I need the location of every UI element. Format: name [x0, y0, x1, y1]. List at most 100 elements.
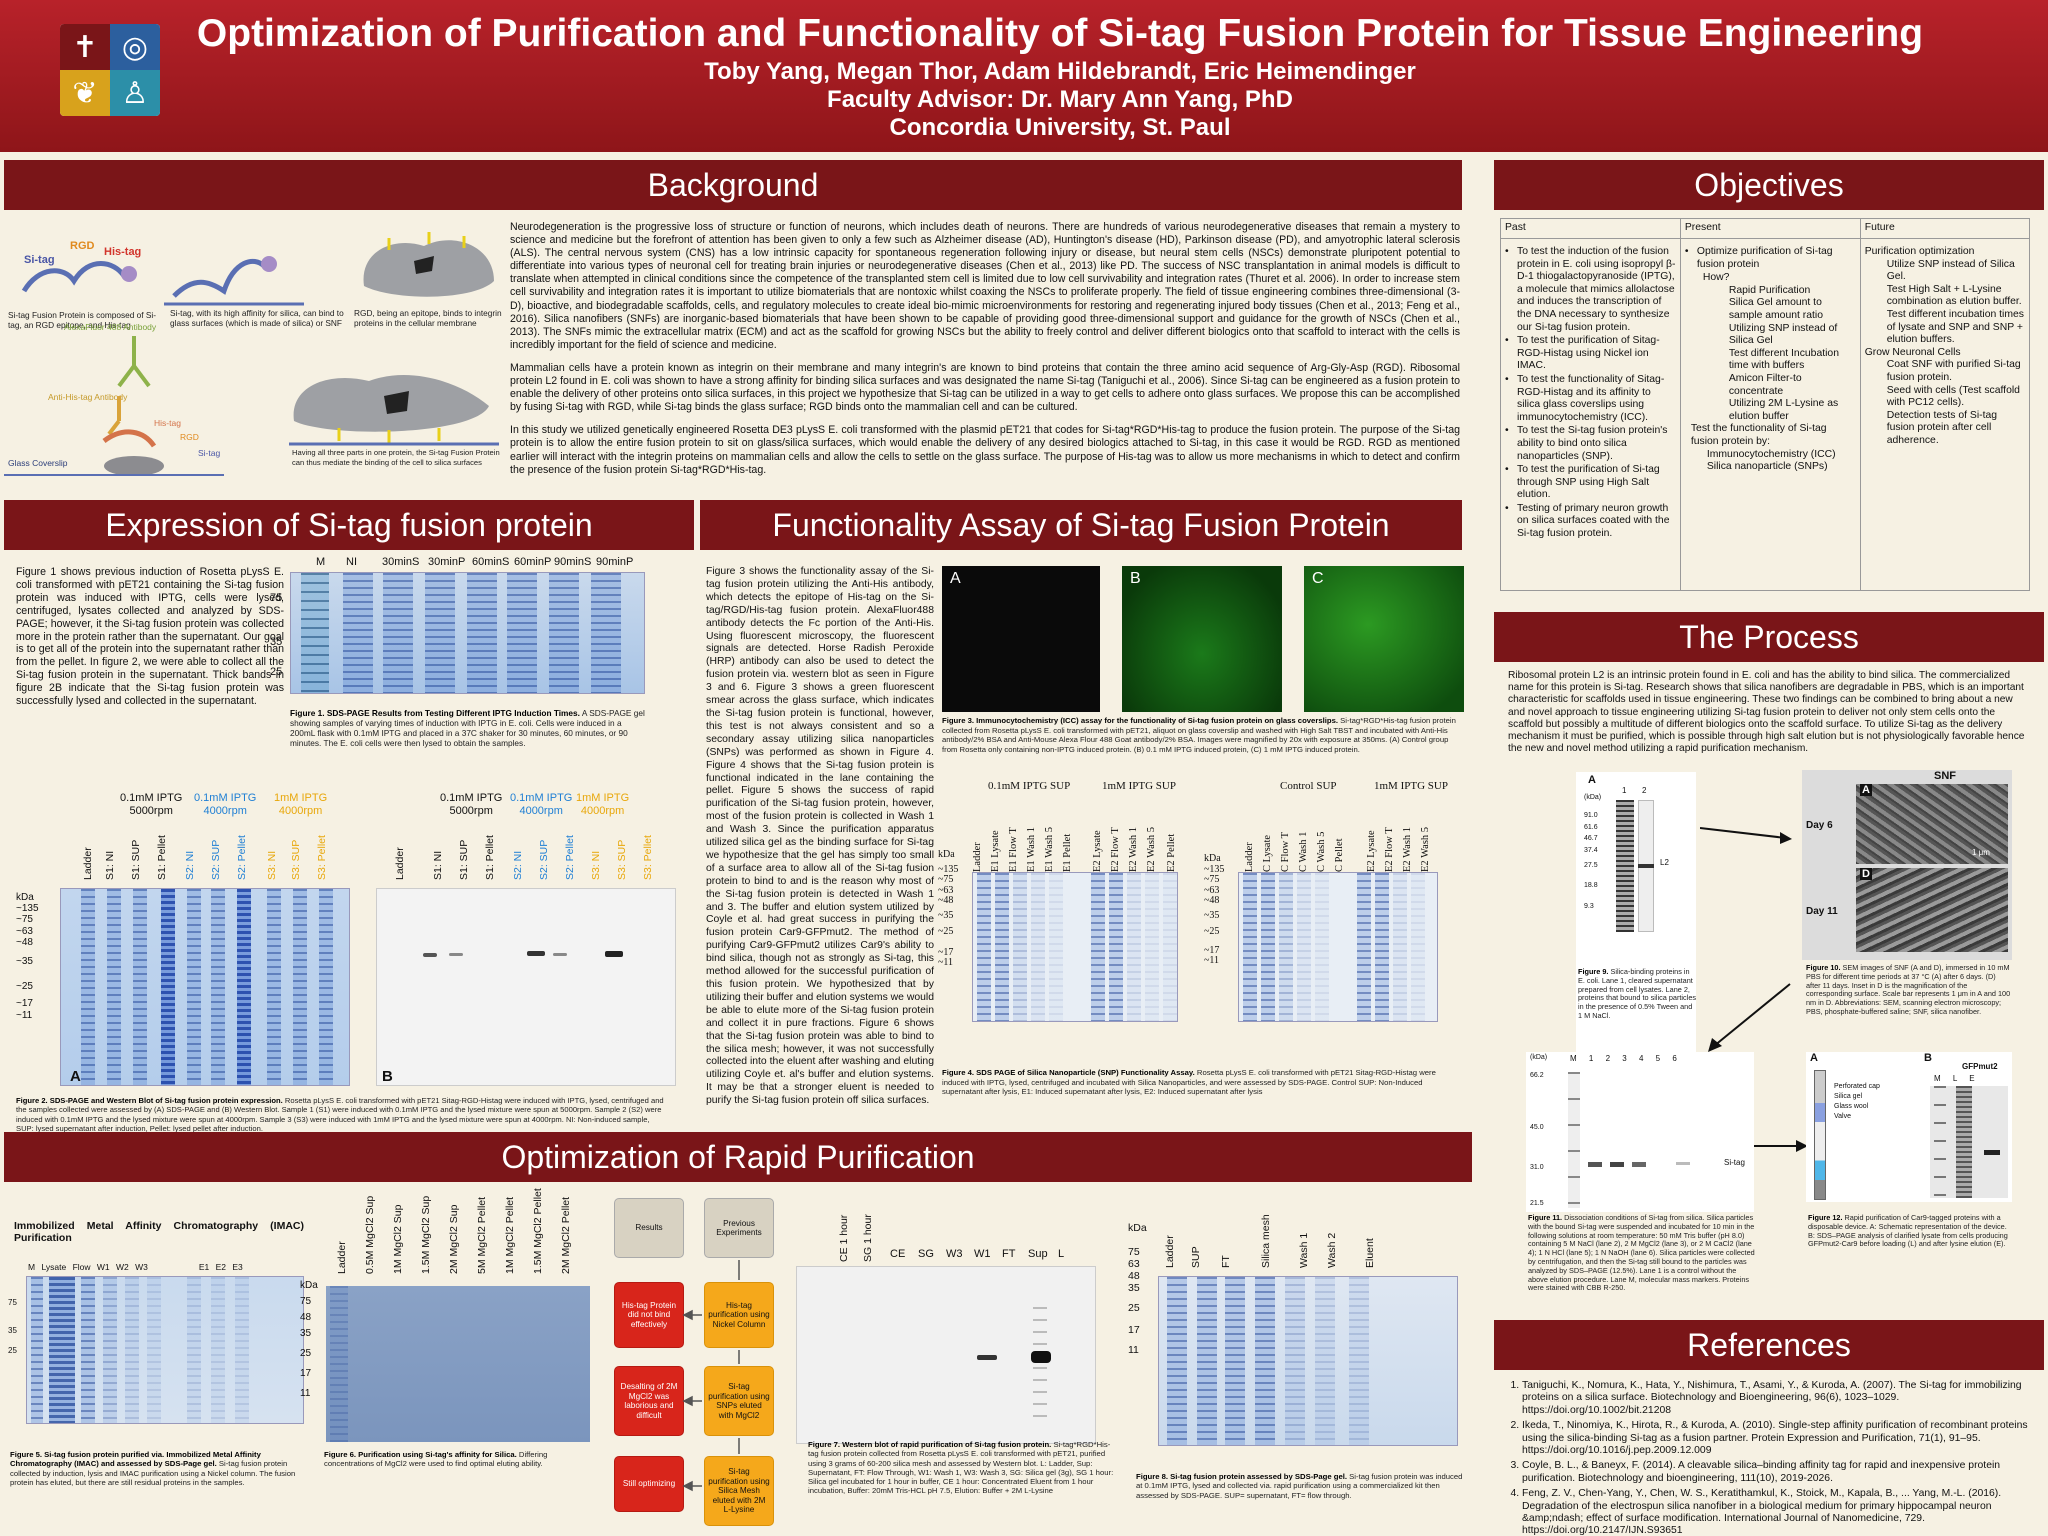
fig4-group: 1mM IPTG SUP [1374, 780, 1448, 792]
fig11: (kDa) M 1 2 3 4 5 6 66.2 45.0 31.0 21.5 … [1526, 1052, 1754, 1212]
fig1-lane-label: M [316, 556, 326, 568]
glass-binding-diagram [164, 256, 304, 306]
sitag-label-2: Si-tag [198, 448, 221, 458]
fig1-lane-label: 30minP [428, 556, 466, 568]
past-item: To test the Si-tag fusion protein's abil… [1505, 425, 1676, 463]
school: Concordia University, St. Paul [889, 114, 1231, 141]
fig7-caption: Figure 7. Western blot of rapid purifica… [808, 1440, 1114, 1496]
past-item: To test the induction of the fusion prot… [1505, 246, 1676, 334]
future-cell: Purification optimization Utilize SNP in… [1859, 238, 2031, 591]
fig2a-lane: S3: SUP [290, 839, 302, 880]
background-p3: In this study we utilized genetically en… [510, 424, 1460, 476]
fig2a-lane: S1: SUP [130, 839, 142, 880]
fig2a-lane: S2: NI [184, 850, 196, 880]
future-item: Detection tests of Si-tag fusion protein… [1886, 409, 1998, 446]
fig1-caption: Figure 1. SDS-PAGE Results from Testing … [290, 708, 645, 748]
arrow-icon-2 [1708, 983, 1791, 1052]
fig1-lane-label: 60minP [514, 556, 552, 568]
fig2b-lane: S2: NI [512, 850, 524, 880]
background-p1: Neurodegeneration is the progressive los… [510, 221, 1460, 351]
fig8-caption: Figure 8. Si-tag fusion protein assessed… [1136, 1472, 1463, 1500]
col-future: Future [1859, 218, 2031, 239]
fig9-caption: Figure 9. Silica-binding proteins in E. … [1578, 967, 1697, 1020]
present-test-item: Silica nanoparticle (SNPs) [1706, 461, 1828, 473]
alexafluor-label: AlexaFluor 488 Antibody [64, 322, 157, 332]
future-l1: Purification optimization [1864, 246, 1975, 257]
fig5-gel [26, 1276, 304, 1424]
fig1-lane-label: 90minP [596, 556, 634, 568]
globe-icon: ◎ [110, 24, 160, 70]
fig8: Ladder SUP FT Silica mesh Wash 1 Wash 2 … [1128, 1196, 1468, 1456]
present-item: Silica Gel amount to sample amount ratio [1728, 297, 1823, 321]
present-cell: Optimize purification of Si-tag fusion p… [1679, 238, 1861, 591]
present-item: Test different Incubation time with buff… [1728, 347, 1839, 372]
objectives-heading: Objectives [1494, 160, 2044, 210]
reference-item: Feng, Z. V., Chen-Yang, Y., Chen, W. S.,… [1522, 1488, 2040, 1536]
fig2a-lane: S3: Pellet [316, 835, 328, 880]
future-item: Coat SNF with purified Si-tag fusion pro… [1886, 359, 2021, 383]
fig2-group-b1: 0.1mM IPTG 5000rpm [440, 792, 503, 817]
flow-result-3: Still optimizing [614, 1456, 684, 1512]
fig-bg-caption-3: RGD, being an epitope, binds to integrin… [354, 308, 502, 328]
future-item: Utilize SNP instead of Silica Gel. [1886, 258, 2015, 283]
background-figure: Si-tag RGD His-tag Si-tag Fusion Protein… [4, 216, 504, 488]
flow-exp-3: Si-tag purification using Silica Mesh el… [704, 1456, 774, 1526]
fig2a-lane: Ladder [82, 847, 94, 880]
fig2-caption: Figure 2. SDS-PAGE and Western Blot of S… [16, 1096, 664, 1134]
coverslip-label: Glass Coverslip [8, 458, 68, 468]
future-item: Test High Salt + L-Lysine combination as… [1886, 283, 2022, 308]
fig11-caption: Figure 11. Dissociation conditions of Si… [1528, 1213, 1755, 1293]
fig9: A (kDa) 1 2 91.0 61.6 46.7 37.4 27.5 18.8 9.3 … [1576, 772, 1696, 1052]
icc-diagram [4, 336, 224, 476]
fig6-gel [326, 1286, 590, 1442]
sitag-label: Si-tag [24, 254, 55, 266]
present-bullet: Optimize purification of Si-tag fusion p… [1685, 246, 1856, 271]
fig1-lane-label: 60minS [472, 556, 510, 568]
process-text: Ribosomal protein L2 is an intrinsic pro… [1508, 670, 2025, 755]
rgd-label-2: RGD [180, 432, 199, 442]
past-item: To test the purification of Si-tag throu… [1505, 464, 1676, 502]
fig1-gel [290, 572, 645, 694]
fig-bg-caption-1: Si-tag Fusion Protein is composed of Si-… [8, 310, 157, 330]
fig2-group-a1: 0.1mM IPTG 5000rpm [120, 792, 183, 817]
present-test: Test the functionality of Si-tag fusion … [1690, 423, 1827, 447]
fig2-panel-a: A [70, 1068, 81, 1085]
fig1-lane-label: NI [346, 556, 357, 568]
cell-adhesion-diagram [289, 375, 499, 446]
col-present: Present [1679, 218, 1861, 239]
imac-title: Immobilized Metal Affinity Chromatograph… [14, 1220, 304, 1244]
past-item: Testing of primary neuron growth on sili… [1505, 503, 1676, 541]
fig2b-lane: S1: Pellet [484, 835, 496, 880]
fig4-group: 0.1mM IPTG SUP [988, 780, 1071, 792]
objectives-table: Past Present Future To test the inductio… [1500, 218, 2031, 596]
present-item: Amicon Filter-to concentrate [1728, 372, 1802, 397]
fig2-group-b3: 1mM IPTG 4000rpm [576, 792, 630, 817]
present-how: How? [1702, 272, 1730, 284]
process-heading: The Process [1494, 612, 2044, 662]
fig12: A B Perforated cap Silica gel Glass wool Va… [1806, 1052, 2012, 1202]
fig2b-lane: Ladder [394, 847, 406, 880]
fig2-markers: kDa ~135 ~75 ~63 ~48 ~35 ~25 ~17 ~11 [16, 892, 39, 1021]
fig4-caption: Figure 4. SDS PAGE of Silica Nanoparticl… [942, 1068, 1436, 1096]
fig2b-lane: S1: NI [432, 850, 444, 880]
fig7-western-blot [796, 1266, 1096, 1444]
rgd-label: RGD [70, 240, 95, 252]
fig2-group-b2: 0.1mM IPTG 4000rpm [510, 792, 573, 817]
present-item: Utilizing 2M L-Lysine as elution buffer [1728, 398, 1839, 422]
purification-flowchart: Results Previous Experiments His-tag Pro… [614, 1198, 794, 1528]
arrow-icon-3 [1752, 1140, 1808, 1152]
expression-text: Figure 1 shows previous induction of Ros… [16, 566, 284, 708]
integrin-binding-diagram [363, 232, 494, 297]
wheat-icon: ❦ [60, 70, 110, 116]
histag-label: His-tag [104, 246, 142, 258]
fig8-gel [1158, 1276, 1458, 1446]
cross-icon: ✝ [60, 24, 110, 70]
poster-title: Optimization of Purification and Functio… [196, 12, 1924, 55]
future-item: Seed with cells (Test scaffold with PC12… [1886, 384, 2020, 409]
rapid-heading: Optimization of Rapid Purification [4, 1132, 1472, 1182]
fig2b-lane: S2: SUP [538, 839, 550, 880]
flow-result-2: Desalting of 2M MgCl2 was laborious and … [614, 1366, 684, 1436]
present-item: Rapid Purification [1728, 284, 1811, 296]
reference-item: Ikeda, T., Ninomiya, K., Hirota, R., & K… [1522, 1420, 2040, 1457]
fig4-group: 1mM IPTG SUP [1102, 780, 1176, 792]
